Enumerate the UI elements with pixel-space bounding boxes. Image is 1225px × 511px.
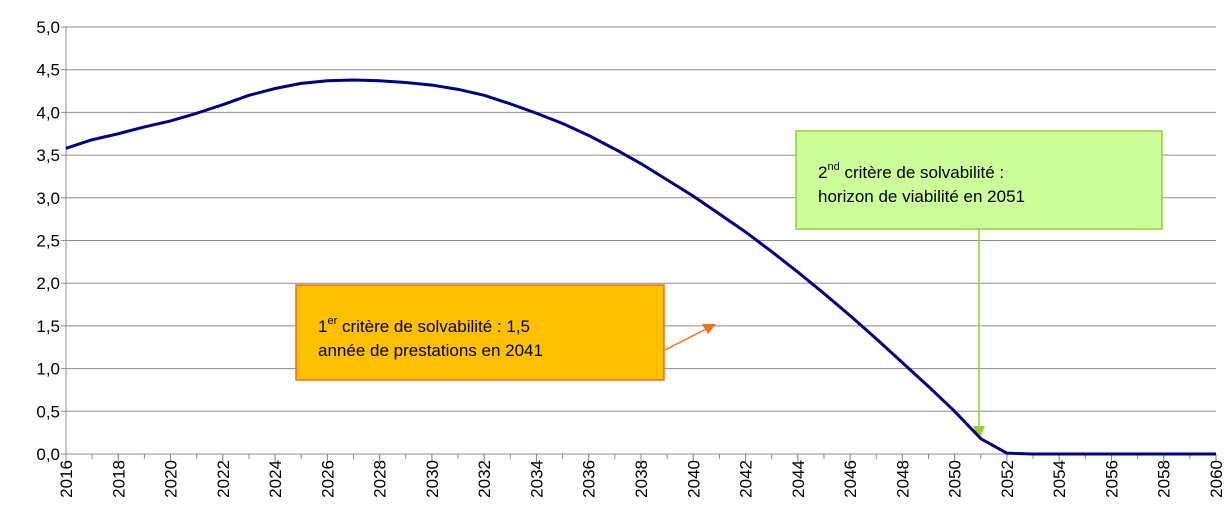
annotation-superscript: er [327, 315, 337, 327]
y-tick-label: 3,0 [36, 189, 60, 208]
x-tick-label: 2048 [893, 460, 912, 498]
annotation-text-part: critère de solvabilité : 1,5 [337, 317, 530, 336]
annotation-box [795, 130, 1163, 230]
y-tick-label: 0,0 [36, 445, 60, 464]
x-tick-label: 2038 [632, 460, 651, 498]
y-tick-label: 2,5 [36, 232, 60, 251]
x-tick-label: 2040 [684, 460, 703, 498]
x-tick-label: 2024 [266, 460, 285, 498]
annotation-text-part: année de prestations en 2041 [318, 341, 543, 360]
y-tick-label: 4,0 [36, 103, 60, 122]
y-tick-label: 2,0 [36, 274, 60, 293]
x-tick-label: 2018 [109, 460, 128, 498]
annotation-text: 1er critère de solvabilité : 1,5 [318, 315, 530, 336]
annotation-text: horizon de viabilité en 2051 [818, 187, 1025, 206]
annotation-text: année de prestations en 2041 [318, 341, 543, 360]
y-tick-label: 3,5 [36, 146, 60, 165]
x-tick-label: 2054 [1050, 460, 1069, 498]
x-tick-label: 2028 [371, 460, 390, 498]
x-tick-label: 2044 [789, 460, 808, 498]
x-tick-label: 2036 [580, 460, 599, 498]
x-tick-label: 2034 [527, 460, 546, 498]
annotation-text: 2nd critère de solvabilité : [818, 161, 1004, 182]
annotation-arrowhead [973, 426, 985, 440]
y-tick-label: 1,0 [36, 360, 60, 379]
annotation-text-part: 1 [318, 317, 327, 336]
annotation-arrowhead [702, 324, 716, 334]
x-tick-label: 2020 [162, 460, 181, 498]
x-tick-label: 2050 [946, 460, 965, 498]
x-tick-label: 2016 [57, 460, 76, 498]
annotation-text-part: 2 [818, 163, 827, 182]
data-line [65, 78, 1216, 456]
grid [61, 26, 1217, 462]
x-tick-label: 2052 [998, 460, 1017, 498]
annotation-text-part: critère de solvabilité : [840, 163, 1004, 182]
x-tick-label: 2022 [214, 460, 233, 498]
annotation-arrow [664, 327, 709, 351]
x-tick-label: 2056 [1102, 460, 1121, 498]
x-tick-label: 2060 [1207, 460, 1225, 498]
x-tick-label: 2042 [737, 460, 756, 498]
y-tick-label: 1,5 [36, 317, 60, 336]
x-tick-label: 2030 [423, 460, 442, 498]
x-tick-label: 2026 [318, 460, 337, 498]
x-tick-label: 2032 [475, 460, 494, 498]
y-tick-label: 0,5 [36, 402, 60, 421]
y-tick-label: 5,0 [36, 18, 60, 37]
x-tick-label: 2046 [841, 460, 860, 498]
annotation-text-part: horizon de viabilité en 2051 [818, 187, 1025, 206]
y-tick-label: 4,5 [36, 61, 60, 80]
annotation-superscript: nd [827, 161, 839, 173]
annotation-box [295, 284, 665, 381]
x-tick-label: 2058 [1155, 460, 1174, 498]
